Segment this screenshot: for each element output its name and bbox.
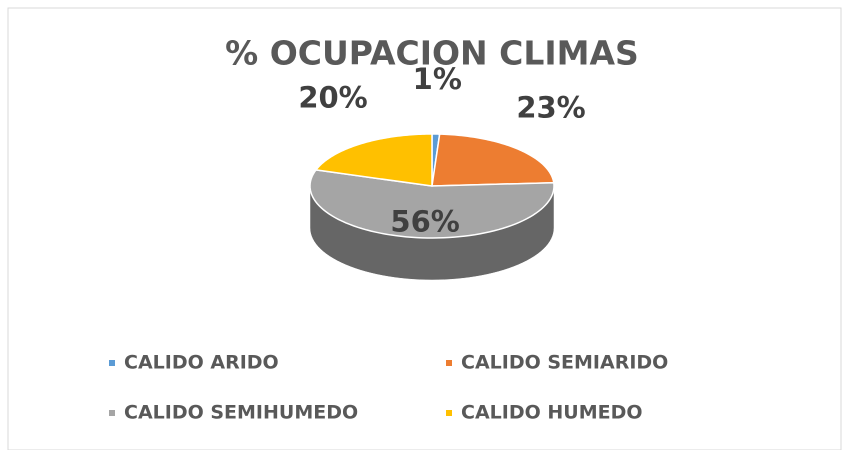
legend-swatch (446, 360, 452, 366)
legend-label: CALIDO ARIDO (124, 352, 279, 374)
pie-slice (431, 133, 555, 187)
pie-slice (314, 133, 433, 187)
data-label: 23% (516, 90, 585, 124)
data-label: 20% (298, 81, 367, 115)
legend-label: CALIDO SEMIARIDO (461, 352, 668, 374)
legend-swatch (109, 360, 115, 366)
legend-label: CALIDO SEMIHUMEDO (124, 402, 358, 424)
chart-title: % OCUPACION CLIMAS (225, 34, 639, 73)
legend-label: CALIDO HUMEDO (461, 402, 643, 424)
pie-slice (309, 169, 555, 239)
data-label: 56% (390, 204, 459, 238)
legend-swatch (109, 410, 115, 416)
legend-swatch (446, 410, 452, 416)
data-label: 1% (413, 62, 462, 96)
